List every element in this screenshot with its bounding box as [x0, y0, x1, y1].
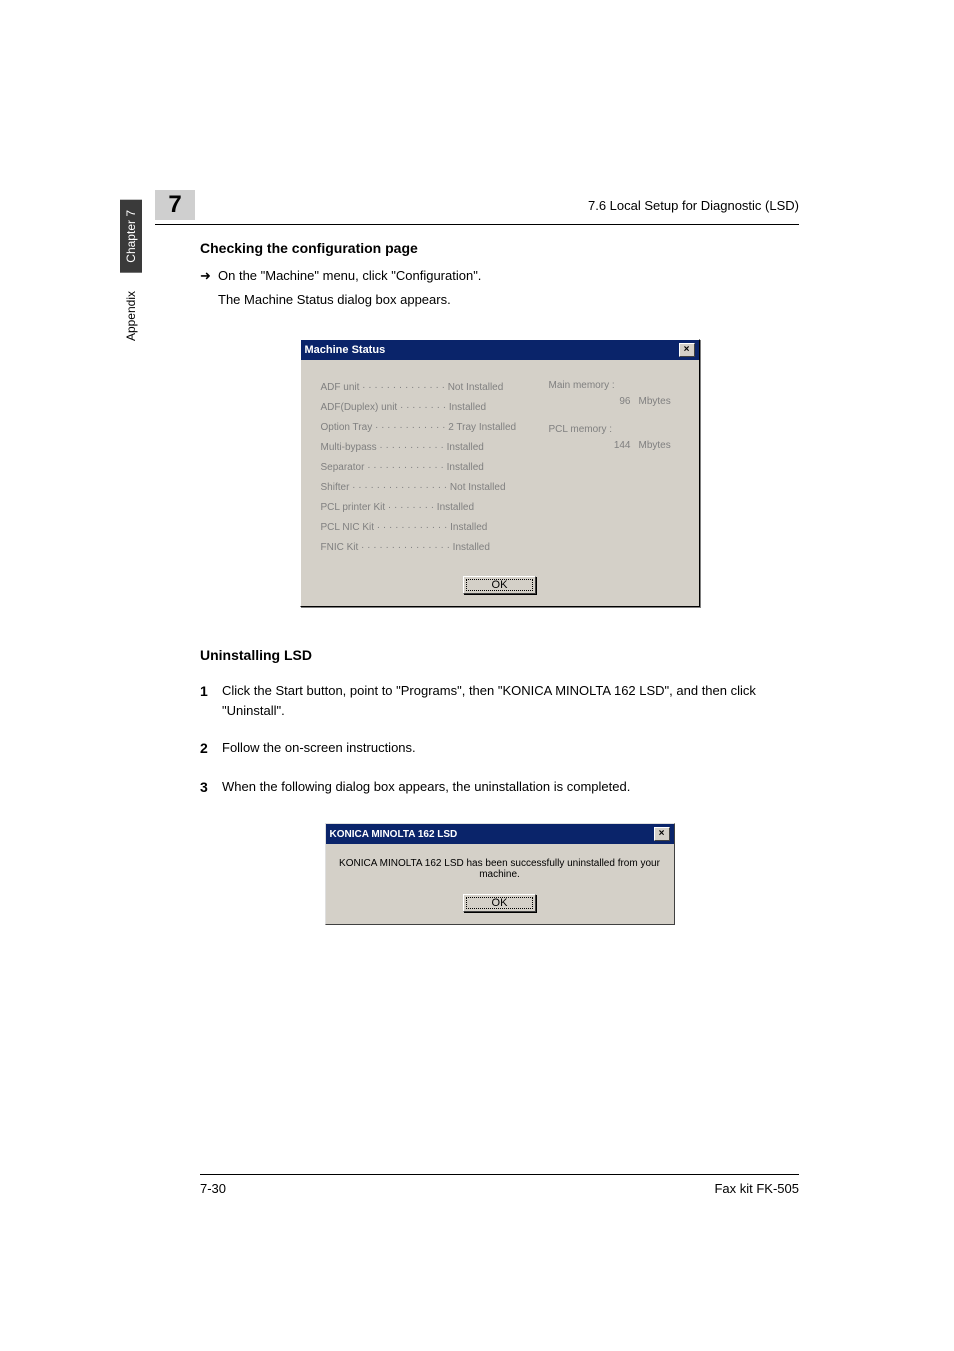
status-row: PCL NIC Kit · · · · · · · · · · · · Inst…: [321, 518, 549, 538]
product-name: Fax kit FK-505: [714, 1181, 799, 1196]
uninstall-message: KONICA MINOLTA 162 LSD has been successf…: [338, 858, 662, 880]
memory-panel: Main memory : 96 Mbytes PCL memory : 144…: [549, 378, 679, 558]
status-row: Multi-bypass · · · · · · · · · · · Insta…: [321, 438, 549, 458]
dialog-body: ADF unit · · · · · · · · · · · · · · Not…: [301, 360, 699, 572]
checking-heading: Checking the configuration page: [200, 240, 799, 256]
status-row: FNIC Kit · · · · · · · · · · · · · · · I…: [321, 538, 549, 558]
sidebar: Chapter 7 Appendix: [120, 200, 142, 351]
dialog-body: KONICA MINOLTA 162 LSD has been successf…: [326, 844, 674, 924]
pcl-memory-label: PCL memory :: [549, 422, 679, 438]
sidebar-chapter-tab: Chapter 7: [120, 200, 142, 273]
step-number: 2: [200, 738, 222, 759]
page-number: 7-30: [200, 1181, 226, 1196]
machine-status-dialog: Machine Status × ADF unit · · · · · · · …: [300, 339, 700, 607]
checking-step-text: On the "Machine" menu, click "Configurat…: [218, 266, 481, 286]
dialog-title: Machine Status: [305, 344, 386, 356]
pcl-memory-unit: Mbytes: [639, 438, 679, 454]
checking-step: ➜ On the "Machine" menu, click "Configur…: [200, 266, 799, 286]
content-area: Checking the configuration page ➜ On the…: [200, 240, 799, 925]
close-icon[interactable]: ×: [679, 343, 695, 357]
status-row: ADF unit · · · · · · · · · · · · · · Not…: [321, 378, 549, 398]
step-text: Follow the on-screen instructions.: [222, 738, 416, 758]
step-3: 3 When the following dialog box appears,…: [200, 777, 799, 798]
step-number: 1: [200, 681, 222, 702]
uninstall-complete-dialog: KONICA MINOLTA 162 LSD × KONICA MINOLTA …: [325, 823, 675, 925]
section-title: 7.6 Local Setup for Diagnostic (LSD): [588, 198, 799, 213]
step-1: 1 Click the Start button, point to "Prog…: [200, 681, 799, 720]
dialog-titlebar: KONICA MINOLTA 162 LSD ×: [326, 824, 674, 844]
main-memory-value: 96: [599, 394, 639, 410]
ok-button[interactable]: OK: [463, 894, 537, 912]
step-number: 3: [200, 777, 222, 798]
ok-button[interactable]: OK: [463, 576, 537, 594]
status-row: PCL printer Kit · · · · · · · · Installe…: [321, 498, 549, 518]
checking-result-text: The Machine Status dialog box appears.: [218, 290, 799, 310]
page-header: 7 7.6 Local Setup for Diagnostic (LSD): [155, 190, 799, 225]
status-row: Option Tray · · · · · · · · · · · · 2 Tr…: [321, 418, 549, 438]
dialog-title: KONICA MINOLTA 162 LSD: [330, 829, 458, 840]
status-list: ADF unit · · · · · · · · · · · · · · Not…: [321, 378, 549, 558]
page-footer: 7-30 Fax kit FK-505: [200, 1174, 799, 1196]
dialog-titlebar: Machine Status ×: [301, 340, 699, 360]
dialog-button-row: OK: [301, 572, 699, 606]
main-memory-unit: Mbytes: [639, 394, 679, 410]
step-2: 2 Follow the on-screen instructions.: [200, 738, 799, 759]
main-memory-label: Main memory :: [549, 378, 679, 394]
status-row: Shifter · · · · · · · · · · · · · · · · …: [321, 478, 549, 498]
status-row: Separator · · · · · · · · · · · · · Inst…: [321, 458, 549, 478]
step-text: Click the Start button, point to "Progra…: [222, 681, 799, 720]
arrow-icon: ➜: [200, 266, 218, 286]
sidebar-section-tab: Appendix: [120, 281, 142, 351]
uninstall-heading: Uninstalling LSD: [200, 647, 799, 663]
close-icon[interactable]: ×: [654, 827, 670, 841]
chapter-number: 7: [155, 190, 195, 220]
step-text: When the following dialog box appears, t…: [222, 777, 630, 797]
status-row: ADF(Duplex) unit · · · · · · · · Install…: [321, 398, 549, 418]
pcl-memory-value: 144: [599, 438, 639, 454]
